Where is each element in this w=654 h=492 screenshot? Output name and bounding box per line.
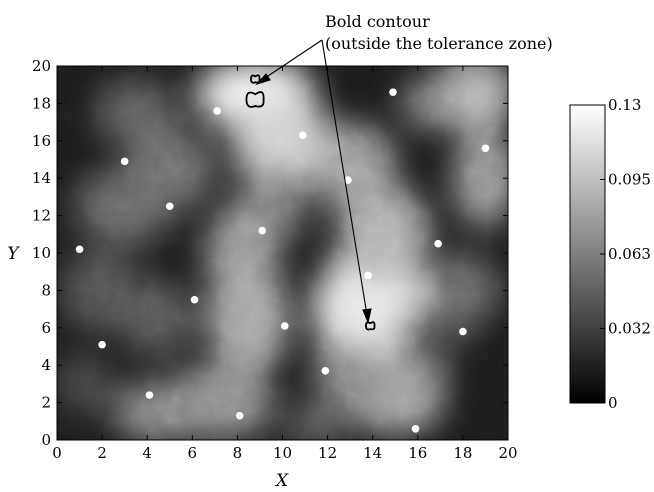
- colorbar-tick-label: 0.063: [608, 245, 651, 263]
- x-tick-label: 6: [188, 444, 198, 462]
- annotation-arrowhead-bottom: [362, 308, 372, 324]
- heatmap-texture: [57, 66, 508, 440]
- y-tick-label: 20: [32, 57, 51, 75]
- annotation-arrowhead-top: [255, 73, 271, 86]
- y-axis-label: Y: [7, 244, 20, 264]
- x-tick-label: 14: [363, 444, 382, 462]
- bold-contour: [250, 74, 261, 84]
- y-axis: 0 2 4 6 8 10 12 14 16 18 20: [32, 57, 508, 449]
- x-tick-label: 12: [318, 444, 337, 462]
- sample-point: [213, 107, 221, 115]
- y-tick-label: 12: [32, 207, 51, 225]
- x-tick-label: 18: [453, 444, 472, 462]
- sample-point: [120, 157, 129, 166]
- sample-point: [75, 245, 84, 254]
- colorbar-axis: 0 0.032 0.063 0.095 0.13: [600, 96, 651, 412]
- y-tick-label: 8: [41, 281, 51, 299]
- sample-point: [235, 411, 244, 420]
- y-tick-label: 18: [32, 94, 51, 112]
- y-tick-label: 0: [41, 431, 51, 449]
- sample-point: [321, 367, 330, 375]
- colorbar-tick-label: 0.095: [608, 171, 651, 189]
- annotation-arrow-bottom: [321, 39, 368, 316]
- colorbar-tick-label: 0.13: [608, 96, 641, 114]
- sample-point: [98, 340, 106, 349]
- sample-point: [459, 327, 467, 336]
- x-tick-label: 10: [273, 444, 292, 462]
- bold-contour: [245, 91, 265, 108]
- heatmap: [57, 66, 508, 440]
- sample-point: [190, 295, 199, 304]
- annotation-line-1: Bold contour: [325, 12, 430, 31]
- sample-point: [389, 88, 397, 96]
- annotation-arrow-top: [261, 39, 323, 81]
- x-tick-label: 16: [408, 444, 427, 462]
- y-tick-label: 14: [32, 169, 51, 187]
- y-tick-label: 6: [41, 319, 51, 337]
- x-tick-label: 2: [97, 444, 107, 462]
- sample-point: [411, 424, 420, 433]
- sample-point: [280, 322, 289, 330]
- sample-point: [145, 391, 154, 399]
- y-tick-label: 16: [32, 132, 51, 150]
- colorbar: [569, 104, 606, 404]
- x-tick-label: 8: [233, 444, 243, 462]
- y-tick-label: 2: [41, 394, 51, 412]
- sample-point: [364, 271, 372, 280]
- x-tick-label: 4: [142, 444, 152, 462]
- sample-point: [434, 239, 442, 248]
- x-tick-label: 20: [498, 444, 517, 462]
- annotation-arrows: [255, 39, 372, 324]
- colorbar-tick-label: 0: [608, 394, 618, 412]
- sample-point: [298, 131, 307, 139]
- x-axis-label: X: [274, 471, 289, 491]
- colorbar-tick-label: 0.032: [608, 320, 651, 338]
- sample-point: [481, 144, 490, 153]
- y-tick-label: 10: [32, 244, 51, 262]
- annotation-line-2: (outside the tolerance zone): [325, 34, 553, 53]
- sample-point: [165, 202, 174, 211]
- sample-point: [344, 176, 352, 184]
- x-tick-label: 0: [52, 444, 62, 462]
- x-axis: 0 2 4 6 8 10 12 14 16 18 20: [52, 66, 518, 462]
- y-tick-label: 4: [41, 356, 51, 374]
- sample-point: [258, 226, 267, 235]
- sample-points: [75, 88, 490, 433]
